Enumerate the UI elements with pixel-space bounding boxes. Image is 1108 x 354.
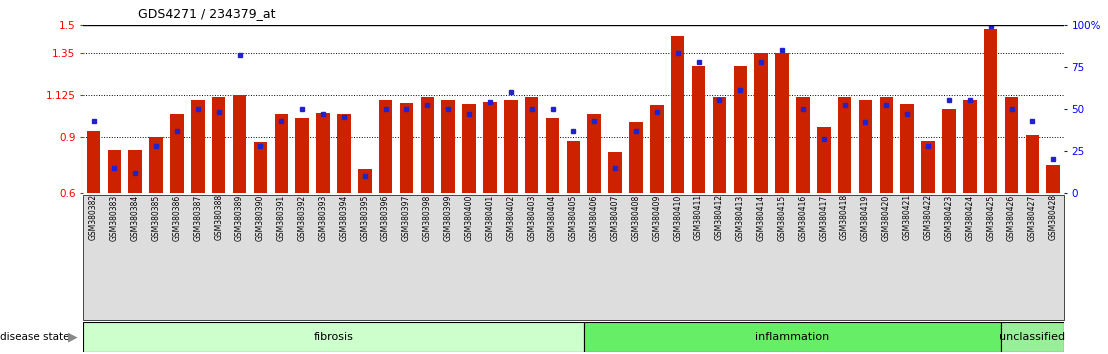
Bar <box>942 109 956 193</box>
Bar <box>671 36 685 193</box>
Bar <box>587 114 601 193</box>
Bar <box>712 97 726 193</box>
Bar <box>546 118 560 193</box>
Bar <box>984 29 997 193</box>
Bar <box>296 118 309 193</box>
Bar <box>337 114 350 193</box>
Bar <box>129 150 142 193</box>
Bar <box>1002 322 1064 352</box>
Bar <box>776 53 789 193</box>
Bar <box>86 131 101 193</box>
Bar <box>1005 97 1018 193</box>
Bar <box>880 97 893 193</box>
Bar <box>838 97 851 193</box>
Bar <box>733 66 747 193</box>
Bar <box>358 169 371 193</box>
Text: disease state: disease state <box>0 332 73 342</box>
Bar <box>421 97 434 193</box>
Bar <box>963 99 976 193</box>
Bar <box>1046 165 1060 193</box>
Bar <box>483 102 496 193</box>
Bar <box>150 137 163 193</box>
Bar <box>584 322 1002 352</box>
Text: ▶: ▶ <box>68 331 78 344</box>
Bar <box>379 99 392 193</box>
Text: unclassified: unclassified <box>999 332 1066 342</box>
Text: GDS4271 / 234379_at: GDS4271 / 234379_at <box>138 7 276 20</box>
Text: inflammation: inflammation <box>756 332 830 342</box>
Bar <box>233 95 246 193</box>
Bar <box>316 113 330 193</box>
Bar <box>755 53 768 193</box>
Bar <box>691 66 706 193</box>
Bar <box>212 97 226 193</box>
Bar <box>650 105 664 193</box>
Bar <box>504 99 517 193</box>
Bar <box>797 97 810 193</box>
Bar <box>83 322 584 352</box>
Bar <box>191 99 205 193</box>
Text: fibrosis: fibrosis <box>314 332 353 342</box>
Bar <box>254 142 267 193</box>
Bar <box>1026 135 1039 193</box>
Bar <box>171 114 184 193</box>
Bar <box>275 114 288 193</box>
Bar <box>462 104 475 193</box>
Bar <box>566 141 581 193</box>
Bar <box>859 99 872 193</box>
Bar <box>629 122 643 193</box>
Bar <box>921 141 935 193</box>
Bar <box>608 152 622 193</box>
Bar <box>817 127 831 193</box>
Bar <box>901 104 914 193</box>
Bar <box>107 150 121 193</box>
Bar <box>525 97 538 193</box>
Bar <box>400 103 413 193</box>
Bar <box>441 99 455 193</box>
